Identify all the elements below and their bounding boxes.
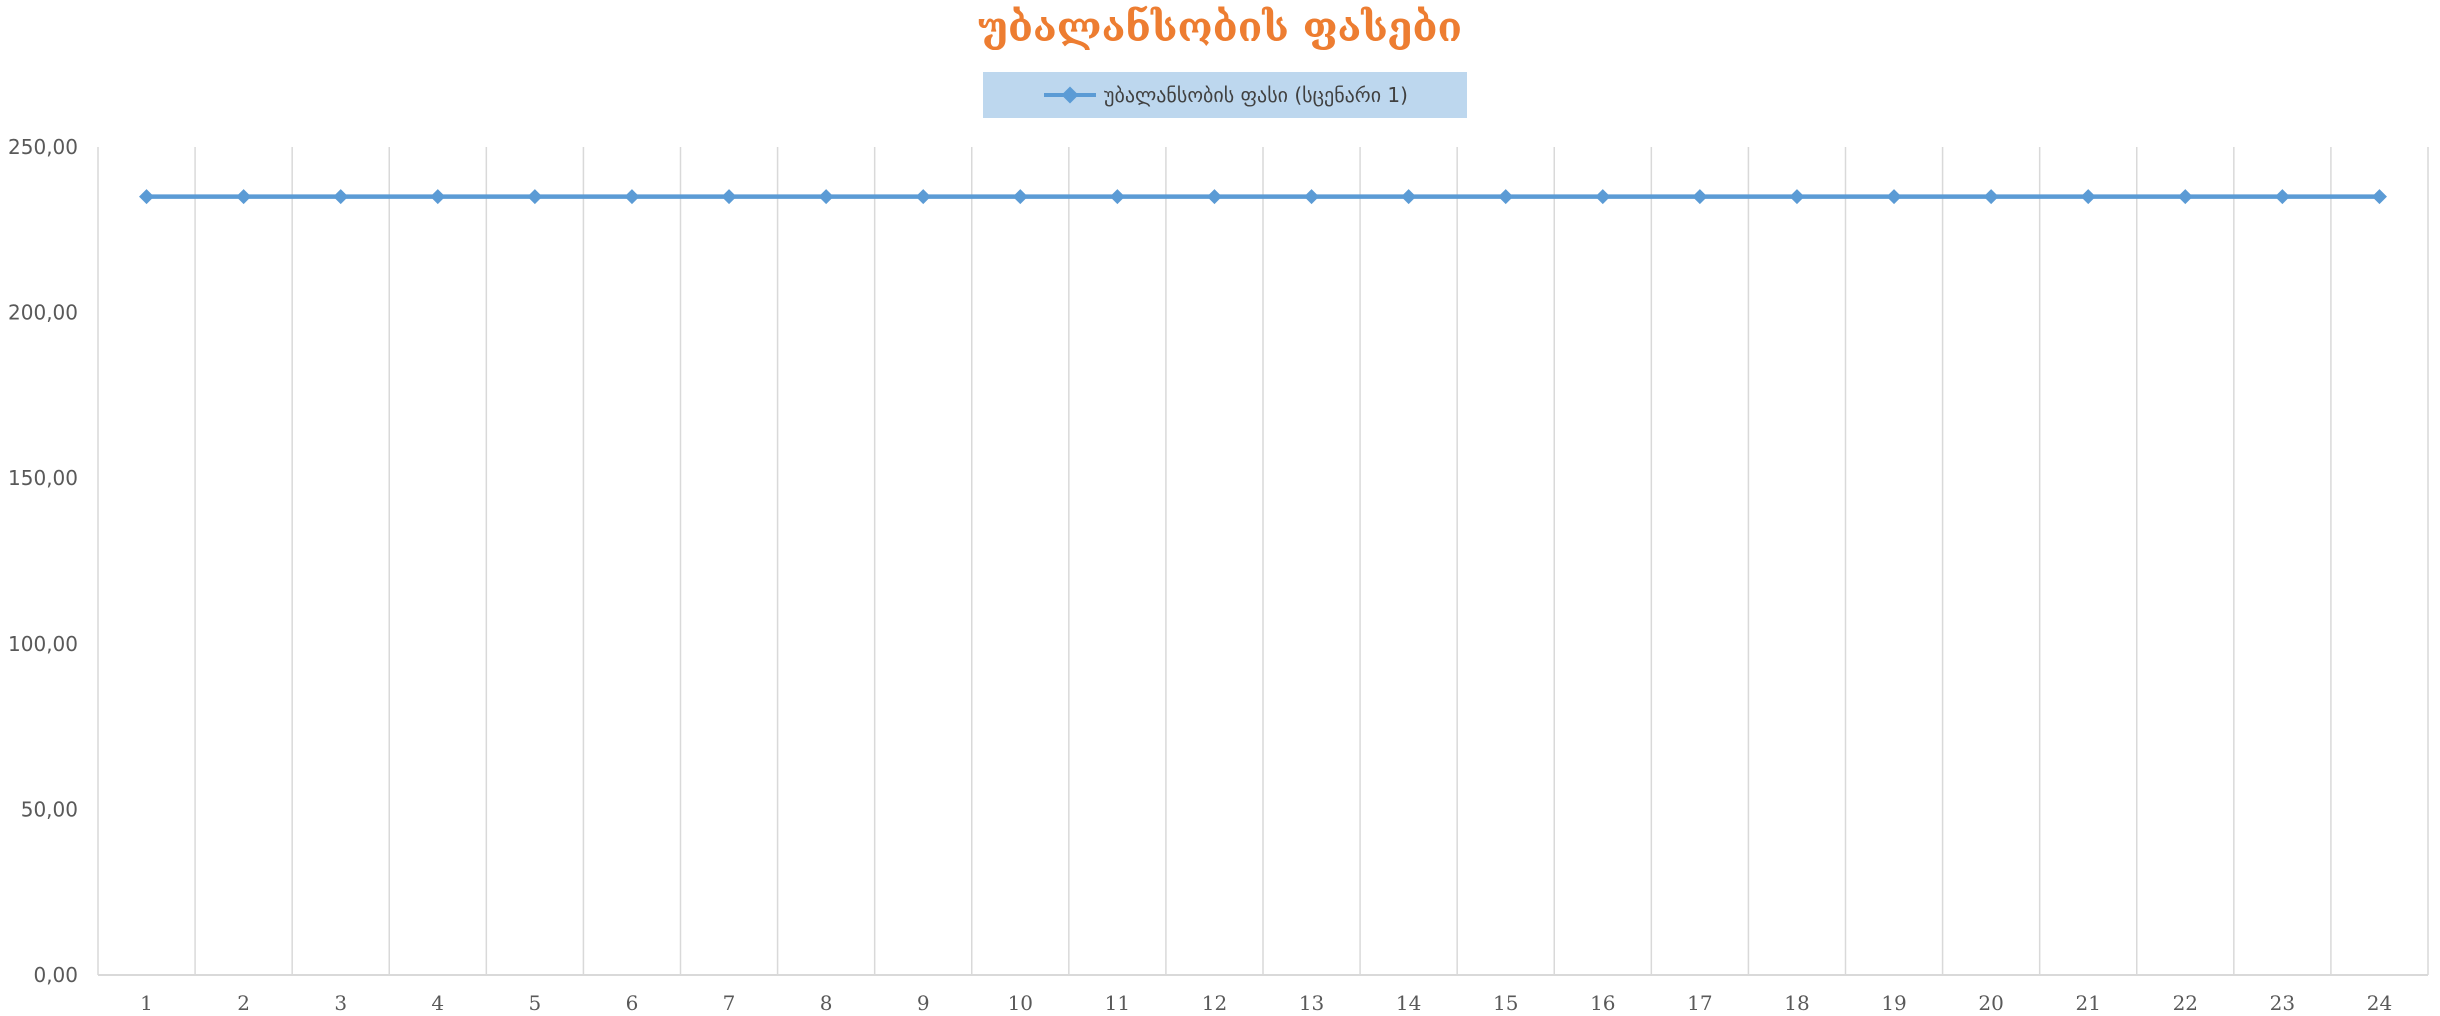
x-tick-label: 15 [1493,991,1518,1015]
y-tick-label: 150,00 [8,466,78,490]
x-tick-label: 14 [1396,991,1421,1015]
x-tick-label: 24 [2367,991,2392,1015]
data-point [527,189,543,205]
x-tick-label: 22 [2173,991,2198,1015]
data-point [2177,189,2193,205]
legend: უბალანსობის ფასი (სცენარი 1) [983,72,1467,118]
data-point [1012,189,1028,205]
data-point [333,189,349,205]
gridlines [97,147,2429,975]
x-axis-tick-labels: 1 2 3 4 5 6 7 8 9 10 11 12 13 14 15 16 17 18 19 20 21 22 23 24 [140,991,2392,1015]
x-tick-label: 3 [334,991,347,1015]
data-point [1401,189,1417,205]
data-point [1886,189,1902,205]
x-tick-label: 9 [917,991,930,1015]
x-tick-label: 17 [1687,991,1712,1015]
data-point [1595,189,1611,205]
data-point [2080,189,2096,205]
x-tick-label: 16 [1590,991,1615,1015]
x-tick-label: 1 [140,991,153,1015]
data-point [818,189,834,205]
data-point [1983,189,1999,205]
data-point [2274,189,2290,205]
x-tick-label: 18 [1784,991,1809,1015]
y-tick-label: 100,00 [8,632,78,656]
data-point [1304,189,1320,205]
data-point [1692,189,1708,205]
data-point [236,189,252,205]
data-point [624,189,640,205]
data-point [430,189,446,205]
x-tick-label: 13 [1299,991,1324,1015]
y-tick-label: 200,00 [8,301,78,325]
data-point [721,189,737,205]
x-tick-label: 8 [820,991,833,1015]
legend-series-marker [1044,86,1097,104]
data-point [1789,189,1805,205]
data-point [1498,189,1514,205]
data-point [139,189,155,205]
x-tick-label: 19 [1881,991,1906,1015]
x-tick-label: 7 [723,991,736,1015]
data-point [2371,189,2387,205]
x-tick-label: 23 [2270,991,2295,1015]
x-tick-label: 10 [1008,991,1033,1015]
x-tick-label: 6 [626,991,639,1015]
series-group [139,189,2387,205]
x-tick-label: 12 [1202,991,1227,1015]
data-point [915,189,931,205]
x-tick-label: 11 [1105,991,1130,1015]
y-tick-label: 0,00 [33,963,78,987]
data-point [1109,189,1125,205]
x-tick-label: 4 [431,991,444,1015]
x-tick-label: 5 [529,991,542,1015]
x-tick-label: 20 [1978,991,2003,1015]
data-point [1206,189,1222,205]
x-tick-label: 2 [237,991,250,1015]
chart-title: უბალანსობის ფასები [977,4,1463,51]
x-tick-label: 21 [2075,991,2100,1015]
legend-series-label: უბალანსობის ფასი (სცენარი 1) [1104,83,1408,107]
y-tick-label: 250,00 [8,135,78,159]
y-tick-label: 50,00 [21,797,78,821]
y-axis-tick-labels: 0,00 50,00 100,00 150,00 200,00 250,00 [8,135,78,987]
